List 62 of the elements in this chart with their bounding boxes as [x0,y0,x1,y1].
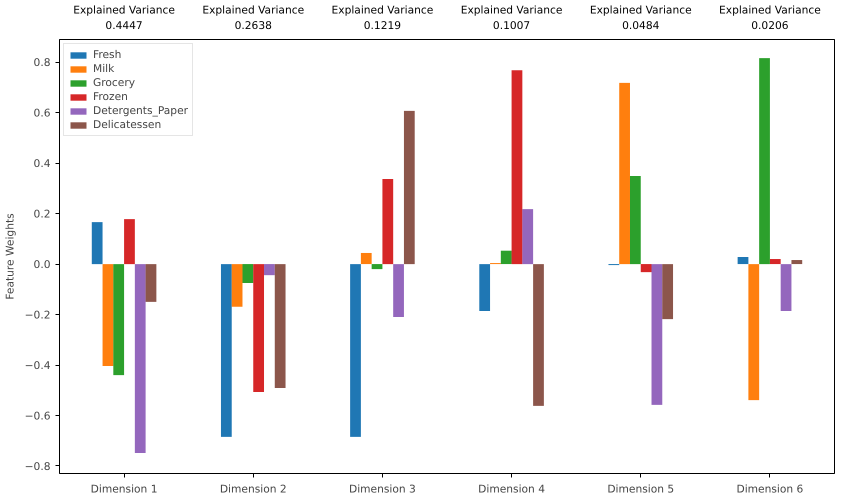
bar [360,252,372,264]
text: Explained Variance 0.1219 [332,3,434,32]
y-tick-label: −0.8 [24,460,51,473]
bar [533,264,544,406]
bar [134,264,146,454]
bar [619,82,630,264]
bar [652,264,662,405]
bar [264,264,275,276]
bar [382,179,394,264]
text: Explained Variance 0.1007 [460,3,562,32]
bar [113,264,124,376]
y-tick-label: 0.6 [34,106,51,120]
y-tick-label: 0.8 [34,56,51,70]
bar [102,264,114,366]
bar [393,264,404,318]
bar [220,264,232,437]
bar [738,257,748,264]
y-tick-label: 0.0 [34,258,51,272]
bar [253,264,264,392]
bar [640,264,652,272]
y-tick-label: −0.6 [24,409,51,422]
bar [479,264,490,311]
bar [630,176,641,264]
y-axis-title: Feature Weights [4,212,17,300]
y-tick-label: 0.4 [34,157,51,170]
x-tick-label: Dimension 1 [90,482,158,496]
bar [500,250,512,264]
bar [92,222,103,264]
bar [146,264,156,302]
bar [759,58,770,264]
x-tick-label: Dimension 5 [607,482,674,496]
text: Explained Variance 0.2638 [202,3,304,32]
bar [372,264,382,270]
bar [512,70,522,264]
bar [662,264,674,320]
bar [748,264,760,400]
legend-label: Milk [93,62,114,75]
legend-label: Delicatessen [93,118,162,131]
x-tick-label: Dimension 4 [478,482,546,496]
text: Explained Variance 0.0484 [590,3,692,32]
bar [124,219,135,264]
text: Explained Variance 0.0206 [719,3,821,32]
legend-label: Detergents_Paper [93,104,188,117]
bar [274,264,286,388]
bar [404,110,415,264]
y-tick-label: 0.2 [34,208,51,221]
bar [522,209,534,264]
x-tick-label: Dimension 3 [349,482,416,496]
text: Explained Variance 0.4447 [73,3,175,32]
x-tick-label: Dimension 6 [736,482,804,496]
legend-label: Fresh [93,48,122,61]
bar [232,264,242,307]
legend-label: Grocery [93,76,136,89]
bar [791,260,802,264]
bar [780,264,792,311]
y-tick-label: −0.4 [24,359,51,372]
bar [350,264,361,437]
legend-label: Frozen [93,90,128,103]
bar [242,264,254,283]
x-tick-label: Dimension 2 [220,482,287,496]
bar [770,259,781,264]
y-tick-label: −0.2 [24,308,51,322]
